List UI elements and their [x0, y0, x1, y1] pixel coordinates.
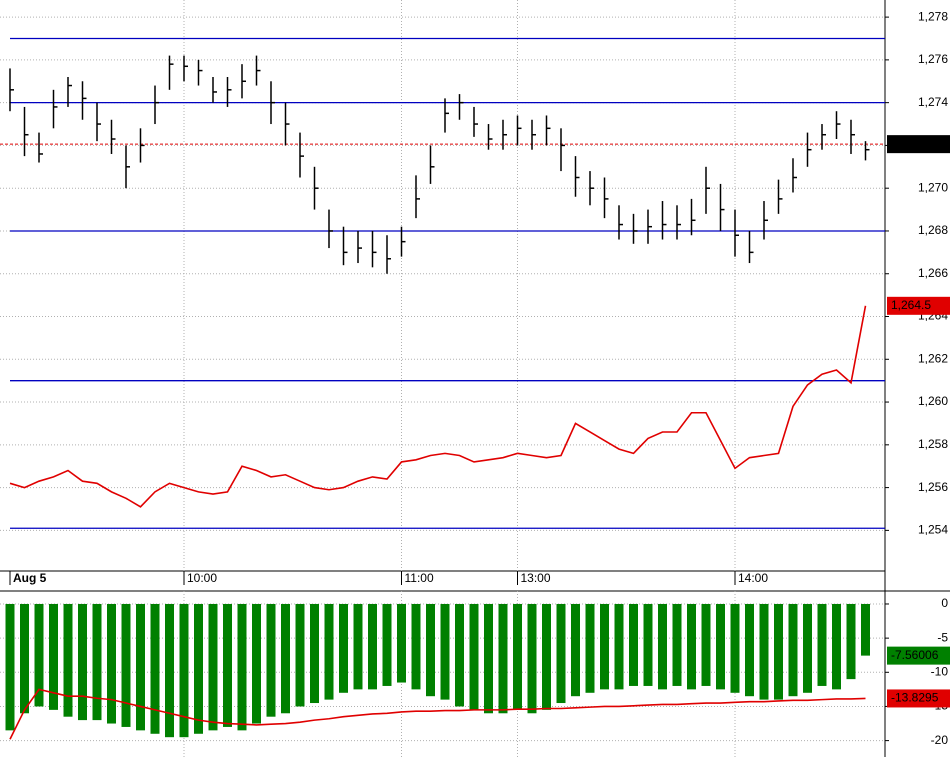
bar: [382, 603, 392, 686]
bar: [107, 603, 116, 724]
y-tick-label: 1,254: [918, 523, 948, 537]
bar: [150, 603, 160, 734]
y-tick-label: 1,260: [918, 394, 948, 408]
bar: [121, 603, 131, 727]
x-tick-label: 14:00: [738, 571, 768, 585]
bar: [687, 603, 696, 690]
series-line: [9, 305, 867, 508]
price-tag-label: -13.8295: [891, 691, 939, 705]
bar: [861, 603, 870, 656]
bar: [78, 603, 87, 721]
price-tag: [887, 296, 950, 315]
bar: [339, 603, 348, 693]
bar: [542, 603, 551, 710]
bar: [295, 603, 305, 707]
price-tag-label: -7.56006: [891, 648, 939, 662]
bar: [788, 603, 798, 697]
y-tick-label: 1,256: [918, 480, 948, 494]
bar: [484, 603, 493, 714]
bar: [34, 603, 44, 707]
bar: [759, 603, 769, 700]
y-tick-label: 1,268: [918, 223, 948, 237]
y-tick-label: 1,270: [918, 180, 948, 194]
bar: [716, 603, 725, 690]
bar: [498, 603, 508, 714]
bar: [774, 603, 783, 700]
bar: [20, 603, 29, 714]
bar: [629, 603, 638, 686]
bar: [136, 603, 145, 731]
bar: [658, 603, 667, 690]
price-tag: [887, 689, 950, 708]
y-tick-label: 1,278: [918, 9, 948, 23]
bar: [281, 603, 290, 714]
bar: [368, 603, 377, 690]
y-tick-label: -20: [931, 733, 949, 747]
bar: [49, 603, 58, 710]
bar: [266, 603, 276, 717]
bar: [237, 603, 247, 731]
bar: [5, 603, 15, 731]
bar: [411, 603, 421, 690]
bar: [469, 603, 479, 710]
x-tick-label: 13:00: [521, 571, 551, 585]
price-tag-label: 1,264.5: [891, 298, 931, 312]
y-tick-label: 1,274: [918, 95, 948, 109]
bar: [585, 603, 595, 693]
bar: [194, 603, 203, 734]
bar: [643, 603, 653, 686]
series-line: [9, 688, 866, 740]
y-tick-label: -5: [937, 630, 948, 644]
bar: [513, 603, 522, 710]
bar: [527, 603, 537, 714]
bar: [208, 603, 218, 731]
y-tick-label: 1,266: [918, 266, 948, 280]
bar: [426, 603, 435, 697]
bar: [440, 603, 450, 700]
bar: [832, 603, 841, 690]
y-tick-label: 1,262: [918, 351, 948, 365]
bar: [223, 603, 232, 727]
x-tick-label: 10:00: [187, 571, 217, 585]
bar: [353, 603, 363, 690]
price-tag: [887, 646, 950, 665]
bar: [63, 603, 73, 717]
bar: [179, 603, 189, 738]
bar: [397, 603, 406, 683]
x-tick-label: Aug 5: [13, 571, 47, 585]
y-tick-label: 0: [941, 596, 948, 610]
price-tag: [887, 135, 950, 154]
bar: [803, 603, 812, 693]
bar: [556, 603, 566, 704]
bar: [455, 603, 464, 707]
bar: [672, 603, 682, 686]
bar: [701, 603, 711, 686]
y-tick-label: 1,258: [918, 437, 948, 451]
price-tag-label: 1,272.06: [891, 136, 938, 150]
bar: [614, 603, 624, 690]
bar: [600, 603, 609, 690]
bar: [310, 603, 319, 704]
bar: [92, 603, 102, 721]
x-tick-label: 11:00: [405, 571, 434, 585]
bar: [571, 603, 580, 697]
bar: [165, 603, 174, 738]
bar: [817, 603, 827, 686]
y-tick-label: 1,276: [918, 52, 948, 66]
bar: [745, 603, 754, 697]
bar: [846, 603, 856, 680]
bar: [252, 603, 261, 724]
y-tick-label: -10: [931, 664, 949, 678]
bar: [730, 603, 740, 693]
bar: [324, 603, 334, 700]
